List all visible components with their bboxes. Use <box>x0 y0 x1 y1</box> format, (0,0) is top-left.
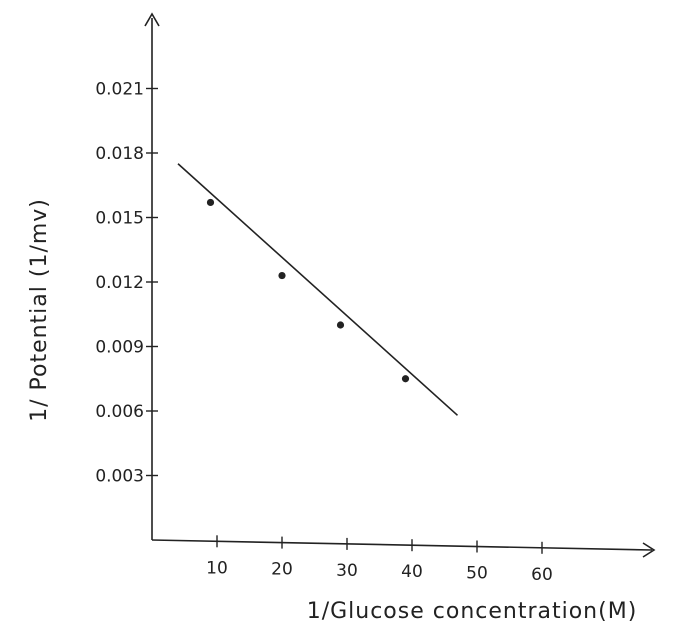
y-tick-label: 0.012 <box>95 273 144 293</box>
fit-line <box>177 163 459 416</box>
x-tick-label: 60 <box>531 565 553 585</box>
x-axis-label: 1/Glucose concentration(M) <box>307 599 638 624</box>
x-tick-label: 50 <box>466 564 488 584</box>
y-axis-arrow <box>144 12 160 27</box>
x-axis-arrow <box>642 542 656 558</box>
data-points <box>206 198 410 383</box>
x-ticks: 10 20 30 40 50 60 <box>206 535 553 585</box>
x-tick-label: 40 <box>401 562 423 582</box>
y-tick-label: 0.003 <box>95 467 144 487</box>
data-point <box>401 375 410 383</box>
y-tick-label: 0.018 <box>95 144 144 164</box>
data-point <box>206 198 215 207</box>
x-tick-label: 10 <box>206 558 228 578</box>
y-axis-label: 1/ Potential (1/mv) <box>27 198 52 422</box>
y-tick-label: 0.009 <box>95 338 144 358</box>
axes <box>144 12 656 558</box>
y-tick-label: 0.021 <box>95 80 144 100</box>
fit-line-group <box>177 163 459 416</box>
x-tick-label: 20 <box>271 560 293 580</box>
y-tick-label: 0.006 <box>95 402 144 422</box>
y-ticks: 0.003 0.006 0.009 0.012 0.015 0.018 0.021 <box>95 80 158 487</box>
data-point <box>336 321 345 329</box>
data-point <box>278 271 286 280</box>
y-tick-label: 0.015 <box>95 209 144 229</box>
x-tick-label: 30 <box>336 561 358 581</box>
x-axis <box>151 539 653 551</box>
